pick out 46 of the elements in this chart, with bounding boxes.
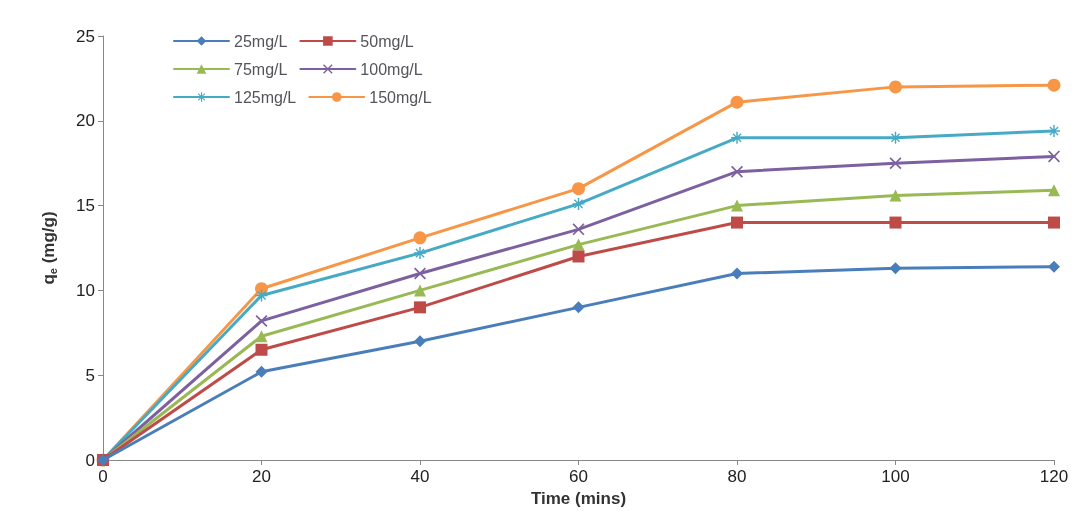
legend-label: 125mg/L [234,88,297,106]
point [414,335,426,348]
point [572,223,585,236]
point [255,365,268,378]
x-axis-title: Time (mins) [530,488,627,508]
y-tick-label: 15 [76,196,95,216]
point [889,216,902,229]
y-axis-title: qe (mg/g) [39,211,59,285]
point [1048,216,1060,229]
legend-label: 50mg/L [360,32,414,50]
y-tick-label: 20 [76,111,95,131]
y-tick-label: 25 [76,26,95,46]
point [731,199,743,212]
point [572,182,585,196]
x-tick-label: 60 [569,467,588,486]
point [730,95,744,109]
y-tick-label: 10 [76,280,95,300]
point [731,267,743,280]
point [731,216,743,229]
legend-label: 75mg/L [234,60,288,78]
x-tick-label: 100 [881,467,910,486]
point [572,250,585,263]
x-tick-label: 40 [410,467,430,486]
y-tick-label: 5 [85,365,95,385]
point [414,247,426,260]
point [414,284,426,297]
point [255,343,268,356]
point [889,189,902,202]
point [889,80,902,94]
legend-label: 100mg/L [360,60,423,78]
x-tick-label: 0 [98,467,108,486]
legend-label: 150mg/L [369,88,432,106]
point [1047,78,1061,92]
point [414,301,426,314]
x-tick-label: 120 [1039,467,1069,486]
point [1048,260,1060,273]
legend-label: 25mg/L [234,32,288,50]
point [572,197,585,210]
point [413,231,427,245]
y-tick-label: 0 [85,450,95,470]
x-tick-label: 80 [727,467,747,486]
point [572,301,585,314]
point [731,131,743,144]
point [1048,184,1060,197]
point [255,330,268,343]
x-tick-label: 20 [252,467,271,486]
